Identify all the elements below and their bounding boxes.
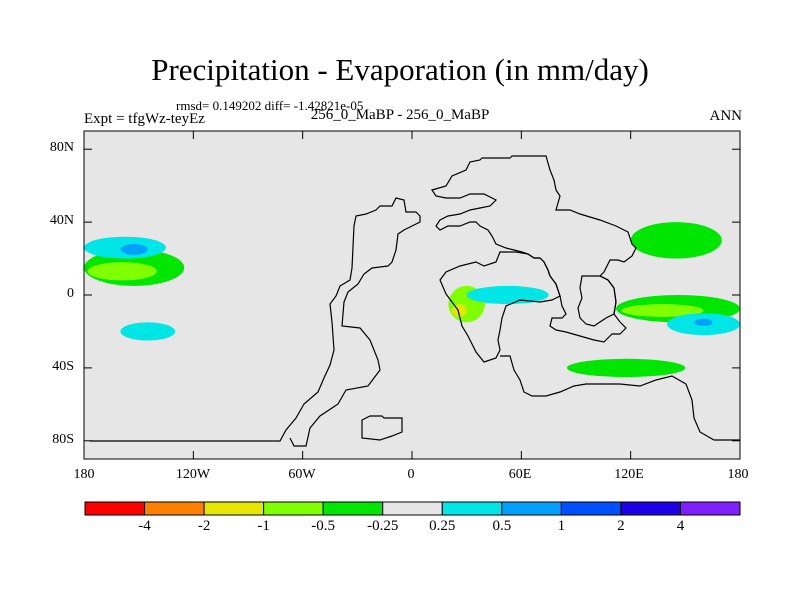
antarctic-island-coastline bbox=[361, 415, 403, 441]
case-subtitle: 256_0_MaBP - 256_0_MaBP bbox=[310, 107, 490, 123]
colorbar-label: 4 bbox=[676, 518, 685, 534]
colorbar-label: -1 bbox=[257, 518, 270, 534]
australia-coastline bbox=[500, 355, 740, 441]
plot-title: Precipitation - Evaporation (in mm/day) bbox=[151, 52, 649, 87]
colorbar-label: -2 bbox=[197, 518, 211, 534]
colorbar-swatch bbox=[322, 501, 384, 516]
y-tick-label: 80S bbox=[52, 432, 74, 447]
africa-coastline bbox=[439, 251, 561, 363]
americas-coastline bbox=[90, 197, 421, 447]
contour-region bbox=[630, 222, 722, 259]
colorbar-swatch bbox=[679, 501, 741, 516]
y-tick-label: 80N bbox=[49, 140, 74, 155]
x-tick-label: 60E bbox=[508, 467, 532, 482]
colorbar-swatch bbox=[263, 501, 324, 516]
contour-region bbox=[694, 318, 713, 326]
axis-ticks bbox=[83, 131, 741, 459]
inner-basin-outline bbox=[577, 275, 617, 327]
contour-region bbox=[566, 358, 686, 377]
colorbar-swatch bbox=[382, 501, 443, 516]
contour-region bbox=[87, 262, 157, 281]
colorbar-swatch bbox=[144, 501, 205, 516]
colorbar-label: 1 bbox=[557, 518, 566, 534]
contour-fill-layer bbox=[84, 222, 740, 377]
colorbar-swatch bbox=[620, 501, 681, 516]
colorbar-label: -0.25 bbox=[367, 518, 399, 534]
contour-region bbox=[120, 243, 148, 255]
contour-region bbox=[466, 285, 549, 305]
x-tick-label: 0 bbox=[407, 467, 415, 482]
y-tick-label: 40S bbox=[52, 359, 74, 374]
season-label: ANN bbox=[709, 108, 743, 124]
experiment-label: Expt = tfgWz-teyEz bbox=[84, 111, 205, 127]
plot-background bbox=[84, 131, 740, 459]
colorbar-label: 0.5 bbox=[492, 518, 512, 534]
contour-region bbox=[120, 322, 176, 341]
colorbar-swatch bbox=[84, 501, 146, 516]
colorbar-label: -0.5 bbox=[311, 518, 336, 534]
y-tick-label: 0 bbox=[67, 286, 74, 301]
colorbar-label: -4 bbox=[138, 518, 151, 534]
stats-label: rmsd= 0.149202 diff= -1.42821e-05 bbox=[176, 98, 364, 113]
colorbar-swatch bbox=[501, 501, 562, 516]
colorbar bbox=[84, 501, 741, 516]
colorbar-label: 0.25 bbox=[429, 518, 456, 534]
y-tick-label: 40N bbox=[49, 213, 74, 228]
eurasia-coastline bbox=[431, 155, 637, 343]
colorbar-swatch bbox=[441, 501, 503, 516]
colorbar-swatch bbox=[560, 501, 622, 516]
coastlines bbox=[90, 155, 740, 447]
x-tick-label: 180 bbox=[73, 467, 95, 482]
contour-region bbox=[621, 304, 704, 317]
colorbar-swatch bbox=[203, 501, 265, 516]
colorbar-label: 2 bbox=[617, 518, 625, 534]
x-tick-label: 180 bbox=[727, 467, 749, 482]
x-tick-label: 120E bbox=[614, 467, 644, 482]
x-tick-label: 120W bbox=[175, 467, 211, 482]
x-tick-label: 60W bbox=[288, 467, 316, 482]
